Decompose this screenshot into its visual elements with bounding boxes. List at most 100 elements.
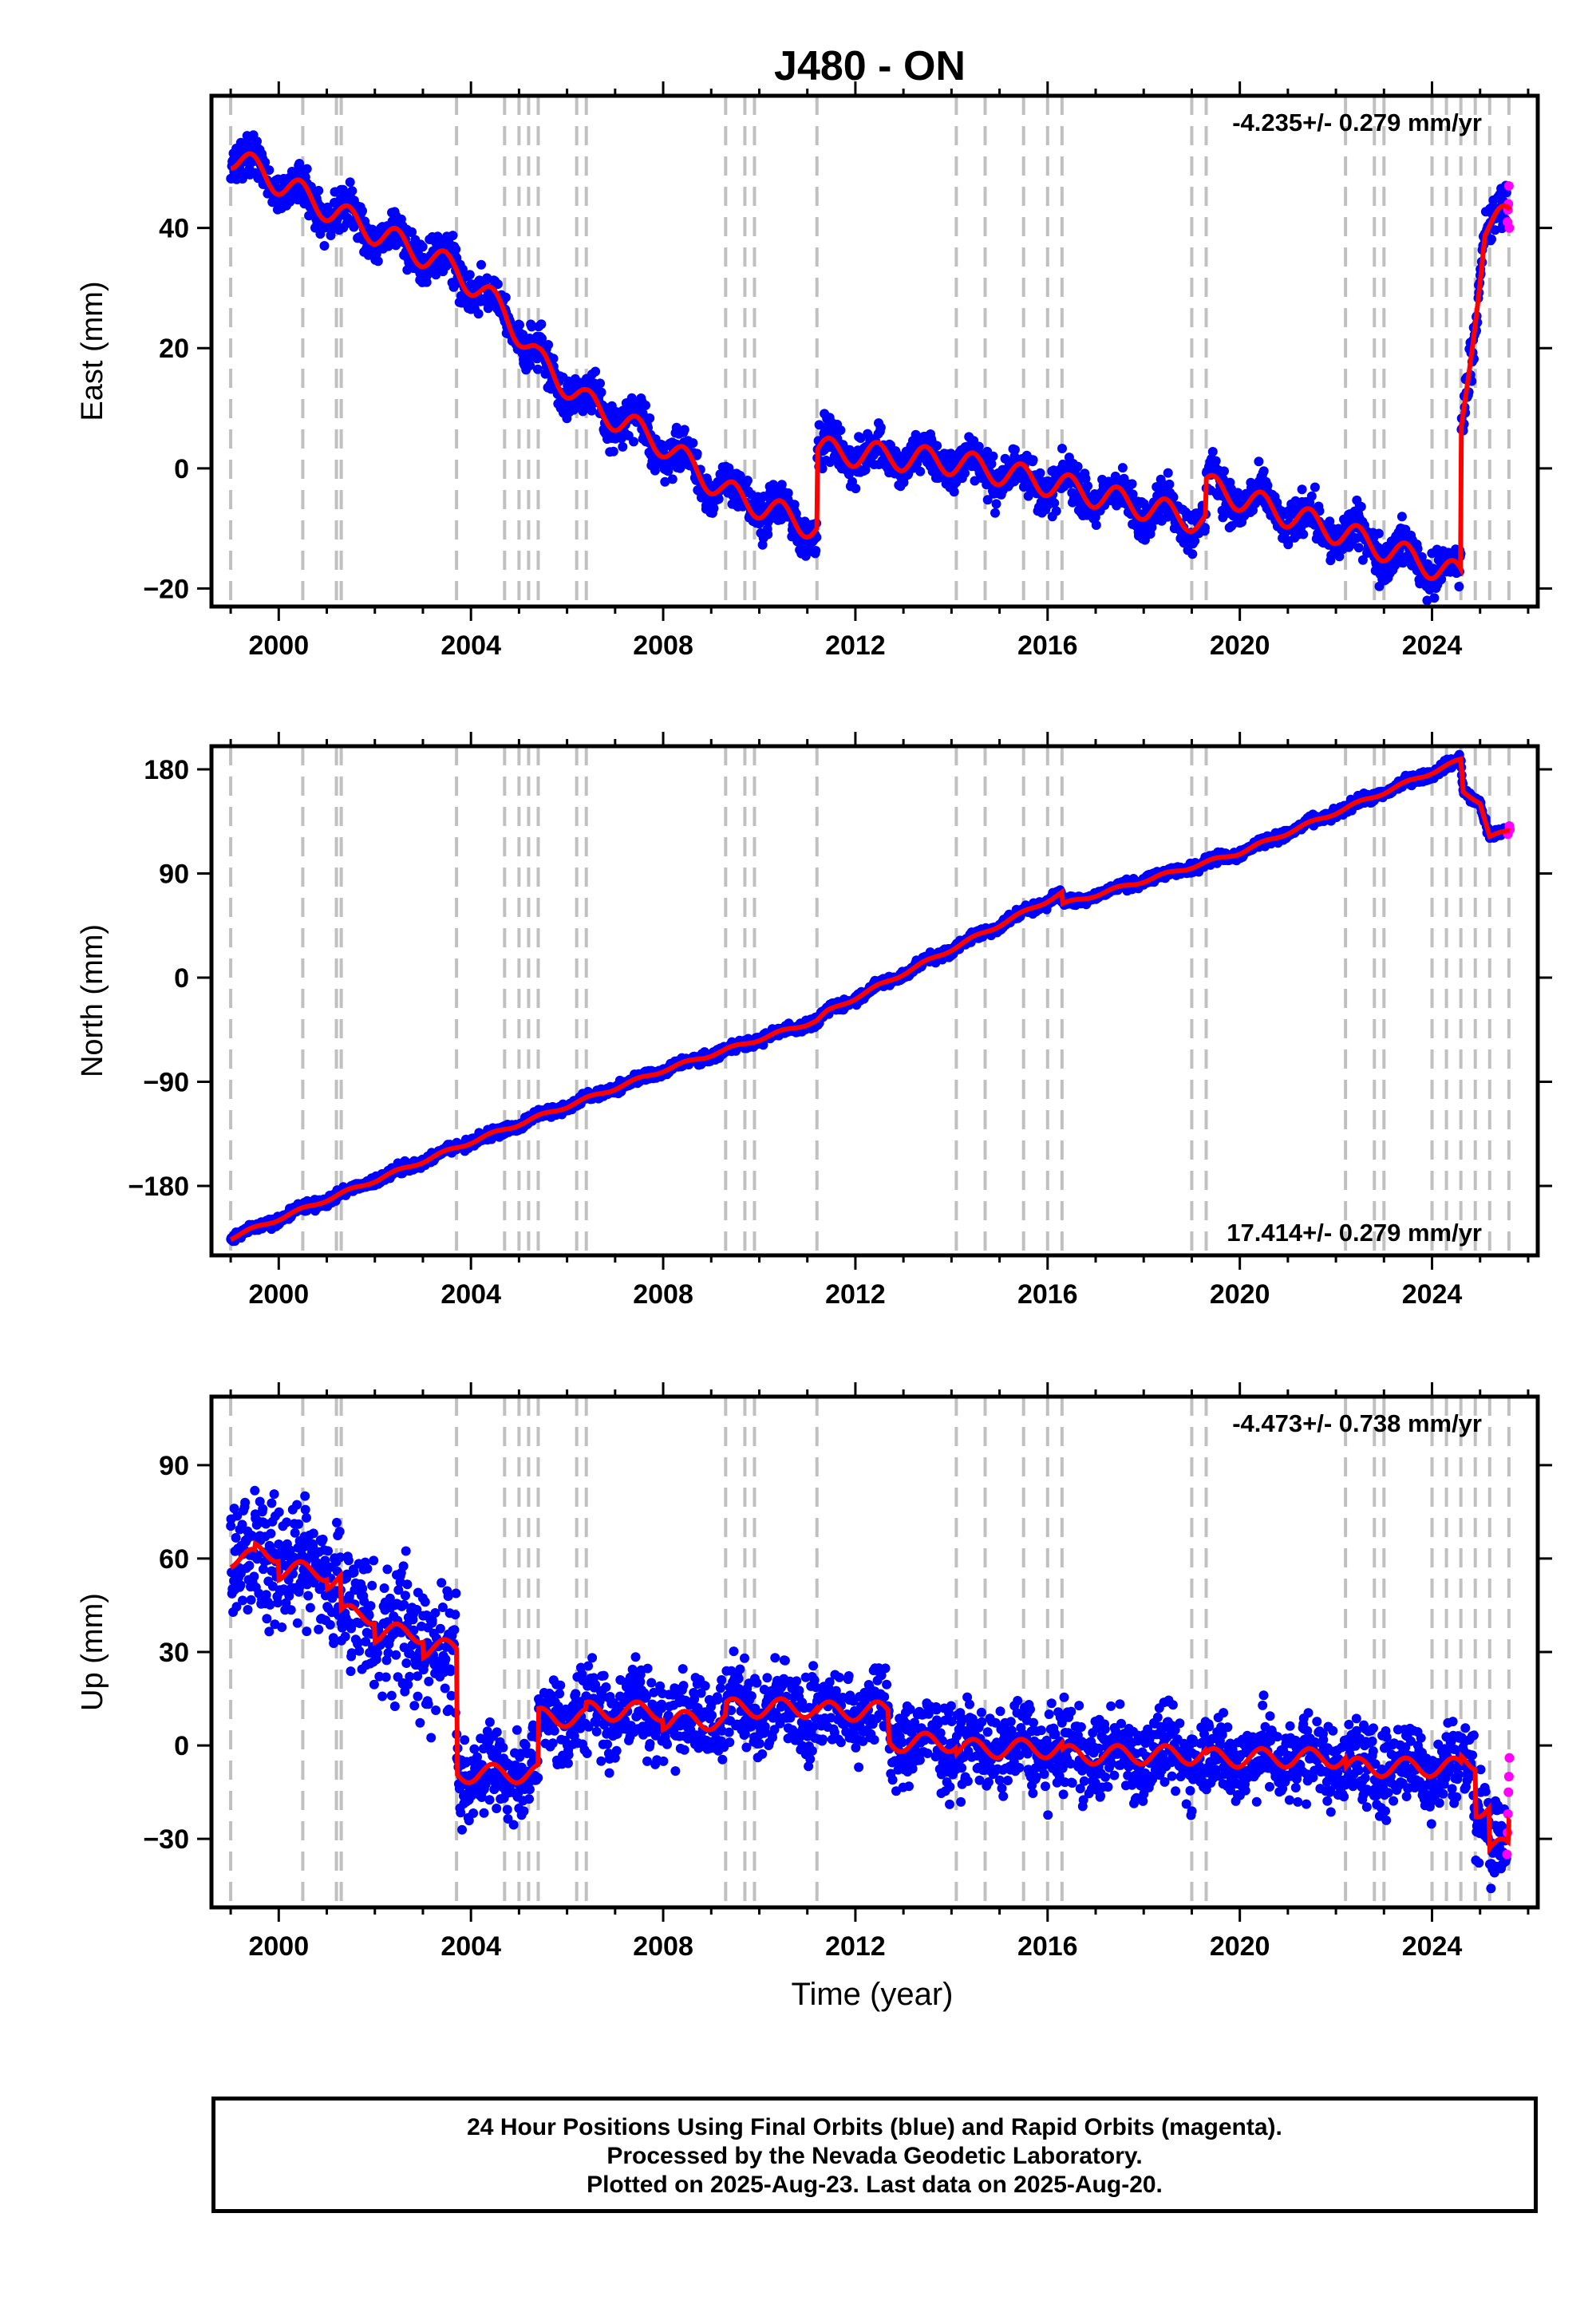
data-point — [302, 164, 312, 174]
data-point — [532, 364, 543, 374]
x-tick-label: 2012 — [825, 630, 886, 661]
data-point — [629, 437, 638, 447]
data-point — [347, 186, 358, 196]
data-point — [641, 400, 650, 410]
data-point — [688, 438, 698, 449]
data-point — [1147, 522, 1157, 532]
data-point — [1454, 582, 1464, 591]
data-point — [763, 529, 773, 539]
data-point — [373, 256, 383, 267]
data-point — [543, 340, 554, 350]
data-point — [1297, 484, 1307, 495]
data-point — [1009, 445, 1020, 455]
data-point — [982, 495, 993, 505]
data-point — [1422, 595, 1432, 606]
y-axis-label: East (mm) — [76, 281, 109, 421]
data-point — [608, 446, 618, 456]
data-point — [548, 354, 559, 364]
data-point — [988, 451, 998, 461]
final-orbit-points — [226, 749, 1511, 1247]
data-point — [836, 425, 846, 436]
data-point — [960, 468, 970, 478]
data-point — [932, 441, 942, 451]
data-point — [1057, 444, 1067, 453]
data-point — [618, 441, 628, 452]
data-point — [1200, 523, 1210, 533]
data-point — [811, 546, 821, 555]
data-point — [464, 270, 475, 280]
data-point — [1325, 516, 1335, 527]
data-point — [1028, 455, 1038, 465]
data-point — [1429, 593, 1440, 603]
rapid-point — [1503, 180, 1514, 191]
data-point — [1396, 512, 1407, 522]
data-point — [1356, 501, 1366, 512]
data-point — [591, 366, 601, 377]
data-point — [735, 471, 745, 481]
data-point — [1117, 463, 1128, 473]
y-tick-label: 40 — [159, 214, 189, 244]
data-point — [742, 476, 753, 485]
x-tick-label: 2000 — [248, 630, 309, 661]
data-point — [451, 244, 461, 255]
data-point — [1254, 456, 1264, 467]
data-point — [1310, 482, 1320, 492]
data-point — [264, 165, 275, 176]
data-point — [1083, 481, 1092, 491]
x-tick-label: 2016 — [1017, 630, 1078, 661]
data-point — [1164, 479, 1175, 489]
data-point — [1127, 479, 1137, 489]
y-tick-label: 20 — [159, 334, 189, 364]
data-point — [1298, 529, 1309, 539]
data-point — [1128, 489, 1138, 500]
data-point — [1207, 447, 1218, 456]
chart-title: J480 - ON — [774, 43, 966, 89]
final-orbit-points — [226, 130, 1511, 606]
x-tick-label: 2008 — [633, 630, 693, 661]
data-point — [1373, 528, 1384, 539]
data-point — [1168, 492, 1179, 502]
data-point — [645, 413, 655, 423]
data-point — [595, 378, 605, 389]
plot-frame — [209, 93, 1540, 609]
data-point — [500, 292, 511, 302]
data-point — [515, 320, 524, 330]
data-point — [817, 464, 828, 474]
data-point — [1163, 468, 1173, 478]
data-point — [536, 319, 547, 330]
data-point — [319, 241, 330, 251]
data-point — [875, 422, 886, 433]
data-point — [855, 433, 866, 443]
data-point — [476, 259, 486, 270]
velocity-label: -4.235+/- 0.279 mm/yr — [1232, 109, 1482, 136]
data-point — [252, 136, 262, 147]
data-point — [1353, 543, 1364, 553]
data-point — [986, 459, 997, 469]
data-point — [1080, 473, 1091, 484]
data-point — [990, 508, 1000, 518]
data-point — [1190, 536, 1200, 546]
x-tick-label: 2024 — [1402, 630, 1463, 661]
data-point — [692, 449, 702, 459]
data-point — [1219, 466, 1229, 476]
x-tick-label: 2020 — [1210, 630, 1270, 661]
data-point — [713, 494, 724, 504]
data-point — [1187, 549, 1198, 559]
data-point — [1258, 466, 1269, 476]
data-point — [1049, 498, 1060, 508]
data-point — [358, 206, 367, 216]
data-point — [407, 227, 417, 237]
data-point — [776, 480, 787, 490]
data-point — [525, 360, 535, 370]
data-point — [709, 503, 719, 513]
data-point — [949, 487, 959, 497]
data-point — [991, 499, 1001, 509]
x-tick-label: 2004 — [440, 630, 501, 661]
data-point — [417, 242, 428, 252]
data-point — [783, 488, 793, 498]
data-point — [1487, 234, 1496, 244]
data-point — [1357, 555, 1368, 565]
model-line — [230, 151, 1512, 582]
data-point — [587, 405, 597, 416]
